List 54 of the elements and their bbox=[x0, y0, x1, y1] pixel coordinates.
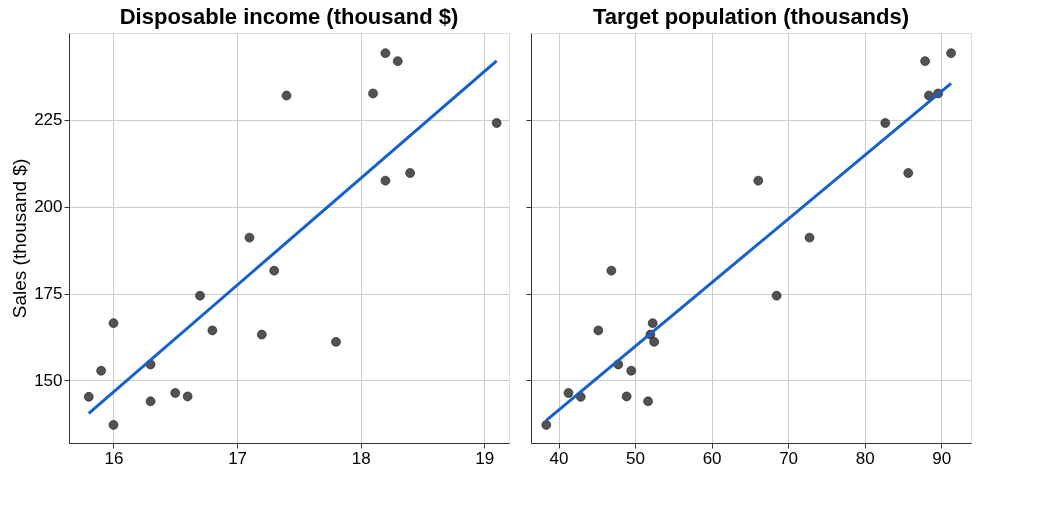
point bbox=[257, 329, 267, 340]
point bbox=[920, 56, 930, 66]
point bbox=[269, 265, 279, 276]
x-tick-label: 18 bbox=[351, 448, 371, 468]
y-tick-label: 225 bbox=[34, 110, 63, 130]
point bbox=[207, 325, 218, 336]
chart-title: Disposable income (thousand $) bbox=[119, 4, 459, 29]
point bbox=[647, 318, 658, 328]
point bbox=[380, 175, 391, 186]
point bbox=[593, 325, 604, 336]
point bbox=[96, 365, 106, 376]
point bbox=[108, 420, 119, 430]
point bbox=[108, 318, 119, 328]
point bbox=[563, 388, 574, 398]
point bbox=[621, 391, 632, 402]
x-tick-label: 90 bbox=[932, 448, 952, 468]
point bbox=[84, 392, 94, 402]
point bbox=[804, 232, 815, 243]
point bbox=[380, 48, 391, 58]
point bbox=[946, 48, 956, 58]
x-tick-label: 70 bbox=[779, 448, 799, 468]
point bbox=[368, 88, 378, 99]
point bbox=[392, 56, 403, 66]
point bbox=[606, 265, 617, 276]
point bbox=[880, 118, 891, 128]
point bbox=[491, 118, 502, 128]
point bbox=[643, 396, 653, 407]
x-tick-label: 17 bbox=[228, 448, 248, 468]
point bbox=[281, 90, 292, 101]
point bbox=[541, 420, 552, 430]
x-tick-label: 19 bbox=[475, 448, 495, 468]
y-tick-label: 175 bbox=[34, 284, 63, 304]
point bbox=[924, 90, 934, 101]
y-tick-label: 200 bbox=[34, 197, 63, 217]
point bbox=[244, 232, 255, 243]
point bbox=[771, 290, 782, 301]
y-tick-label: 150 bbox=[34, 370, 63, 390]
chart-title: Target population (thousands) bbox=[592, 4, 910, 29]
point bbox=[182, 391, 193, 402]
point bbox=[753, 175, 764, 186]
point bbox=[331, 337, 341, 347]
point bbox=[903, 168, 914, 178]
point bbox=[170, 388, 181, 398]
point bbox=[405, 168, 415, 178]
y-axis-title: Sales (thousand $) bbox=[9, 158, 31, 319]
point bbox=[145, 396, 156, 407]
point bbox=[649, 337, 659, 347]
x-tick-label: 50 bbox=[626, 448, 646, 468]
point bbox=[195, 290, 205, 301]
x-tick-label: 40 bbox=[549, 448, 569, 468]
point bbox=[626, 365, 637, 376]
x-tick-label: 80 bbox=[855, 448, 875, 468]
x-tick-label: 60 bbox=[702, 448, 722, 468]
x-tick-label: 16 bbox=[104, 448, 124, 468]
